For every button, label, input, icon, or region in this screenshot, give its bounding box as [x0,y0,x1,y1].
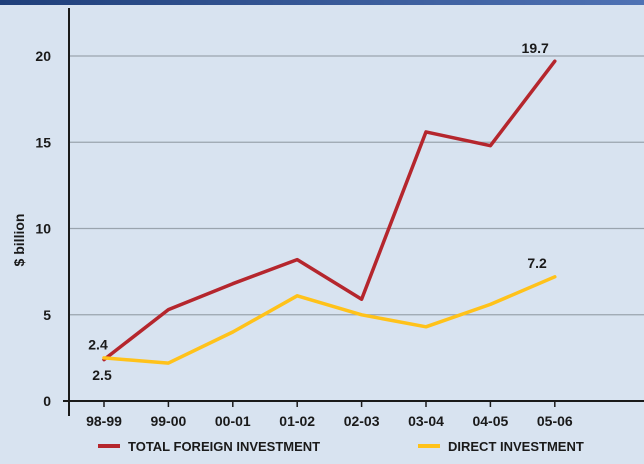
legend: TOTAL FOREIGN INVESTMENT DIRECT INVESTMEN… [98,439,584,454]
x-tick-label: 99-00 [150,413,186,429]
data-label: 19.7 [522,40,549,56]
y-tick-label: 20 [35,48,51,64]
legend-label: DIRECT INVESTMENT [448,439,584,454]
y-tick-label: 0 [43,393,51,409]
x-tick-label: 04-05 [472,413,508,429]
x-tick-label: 05-06 [537,413,573,429]
data-labels: 2.4 2.5 19.7 7.2 [88,40,549,383]
data-label: 2.4 [88,337,108,353]
axes [63,8,644,416]
y-tick-labels: 0 5 10 15 20 [35,48,51,409]
x-tick-labels: 98-99 99-00 00-01 01-02 02-03 03-04 04-05 05-06 [86,413,573,429]
legend-label: TOTAL FOREIGN INVESTMENT [128,439,320,454]
top-banner-bar [0,0,644,5]
y-tick-label: 5 [43,307,51,323]
x-tick-label: 03-04 [408,413,444,429]
series-lines [102,59,557,365]
series-line-direct-investment [102,275,557,365]
grid-lines [69,55,644,316]
y-tick-label: 10 [35,221,51,237]
y-axis-title: $ billion [11,214,27,267]
y-tick-label: 15 [35,134,51,150]
x-tick-label: 02-03 [344,413,380,429]
data-label: 2.5 [92,367,112,383]
data-label: 7.2 [527,255,547,271]
x-tick-label: 98-99 [86,413,122,429]
x-tick-label: 00-01 [215,413,251,429]
series-line-total-foreign-investment [102,59,557,362]
x-tick-label: 01-02 [279,413,315,429]
